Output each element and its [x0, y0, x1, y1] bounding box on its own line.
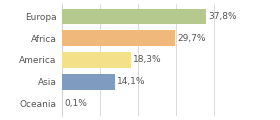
Bar: [62, 30, 175, 46]
Text: 14,1%: 14,1%: [117, 77, 146, 86]
Bar: [62, 9, 206, 24]
Bar: [62, 52, 132, 68]
Text: 37,8%: 37,8%: [208, 12, 237, 21]
Text: 29,7%: 29,7%: [177, 34, 206, 43]
Text: 18,3%: 18,3%: [133, 55, 162, 64]
Bar: [62, 74, 115, 90]
Text: 0,1%: 0,1%: [64, 99, 87, 108]
